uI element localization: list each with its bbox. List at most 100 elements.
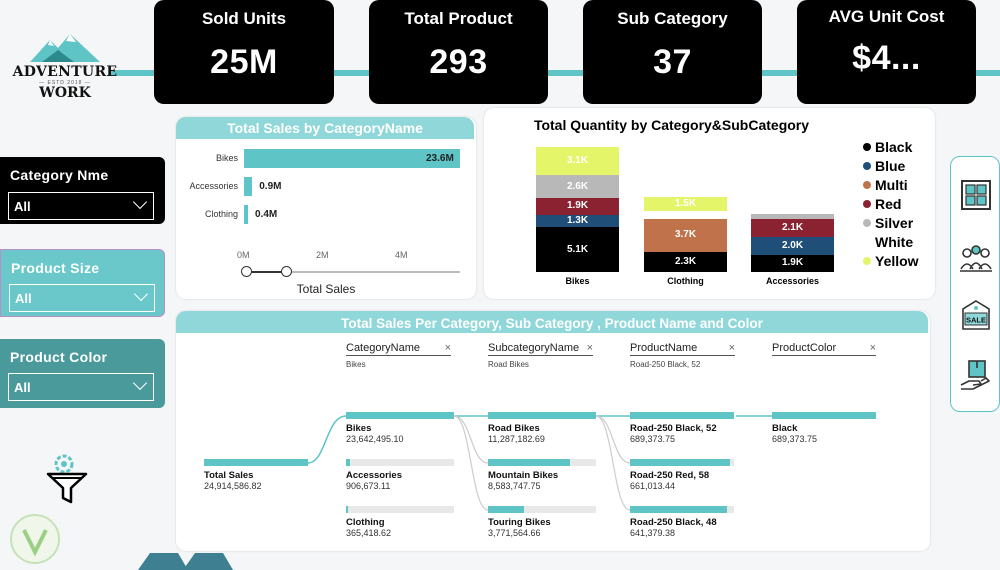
tree-node[interactable]: Accessories 906,673.11 [346,459,454,491]
mountain-logo-icon [30,34,100,62]
node-label: Black [772,423,798,434]
bar[interactable] [244,149,460,168]
category-dropdown[interactable]: All [8,192,154,220]
node-value: 689,373.75 [772,434,818,444]
legend-dot-icon [863,181,871,189]
tree-node[interactable]: Road-250 Red, 58 661,013.44 [630,459,734,491]
col-header-label: ProductName [630,342,698,354]
bar-segment-blue[interactable]: 1.3K [536,215,619,227]
close-icon[interactable]: × [869,342,876,354]
legend-item[interactable]: Yellow [863,253,933,272]
bar-segment-red[interactable]: 1.9K [536,198,619,216]
logo-text-2: — ESTD 2018 — [39,80,91,86]
bar-segment-black[interactable]: 5.1K [536,226,619,272]
sale-tag-icon[interactable]: SALE [959,299,993,333]
product-size-dropdown[interactable]: All [9,284,155,312]
range-slider-handle-min[interactable] [241,266,252,277]
bar-segment-blue[interactable]: 2.0K [751,237,834,256]
bar-segment-black[interactable]: 1.9K [751,255,834,272]
node-label: Bikes [346,423,372,434]
kpi-card-sold-units: Sold Units 25M [154,0,334,104]
legend-item[interactable]: White [863,234,933,253]
dropdown-value: All [14,199,31,214]
logo-text-3: WORK [39,85,91,101]
close-icon[interactable]: × [444,342,451,354]
tree-col-header-product[interactable]: ProductName × Road-250 Black, 52 [630,342,735,369]
navigation-icon-bar: SALE [950,156,1000,412]
slicer-product-size: Product Size All [0,249,165,317]
category-label: Accessories [189,181,238,191]
node-bar-fill [630,459,730,466]
legend-item[interactable]: Red [863,196,933,215]
legend-item[interactable]: Black [863,139,933,158]
tree-node[interactable]: Road Bikes 11,287,182.69 [488,412,596,444]
tree-col-header-category[interactable]: CategoryName × Bikes [346,342,451,369]
category-label: Accessories [765,276,820,286]
col-header-label: CategoryName [346,342,420,354]
legend-dot-icon [863,238,871,246]
bar-segment-white[interactable] [644,210,727,219]
bar-segment-yellow[interactable]: 3.1K [536,147,619,175]
node-label: Clothing [346,517,385,528]
bar-segment-silver[interactable] [751,214,834,219]
close-icon[interactable]: × [728,342,735,354]
bar[interactable] [244,205,248,224]
node-bar-fill [488,459,571,466]
tree-node[interactable]: Bikes 23,642,495.10 [346,412,454,444]
node-label: Road-250 Red, 58 [630,470,710,481]
tree-col-header-color[interactable]: ProductColor × [772,342,876,360]
tree-node[interactable]: Total Sales 24,914,586.82 [204,459,308,491]
tree-connectors [307,415,772,511]
bar[interactable] [244,177,253,196]
bar-segment-black[interactable]: 2.3K [644,251,727,272]
panel-title: Total Sales by CategoryName [176,117,474,139]
legend-item[interactable]: Silver [863,215,933,234]
kpi-card-avg-unit-cost: AVG Unit Cost $4... [797,0,976,104]
node-value: 3,771,564.66 [488,528,541,538]
node-bar [488,412,596,419]
node-bar [346,459,454,466]
dashboard-icon[interactable] [960,179,992,211]
range-slider-handle-max[interactable] [281,266,292,277]
tree-node[interactable]: Black 689,373.75 [772,412,876,444]
tree-node[interactable]: Mountain Bikes 8,583,747.75 [488,459,596,491]
tree-col-header-subcategory[interactable]: SubcategoryName × Road Bikes [488,342,593,369]
quantity-chart-panel: Total Quantity by Category&SubCategory 5… [484,108,935,299]
team-icon[interactable] [958,243,994,275]
range-slider-fill [246,271,286,273]
logo-text-1: ADVENTURE [12,64,118,80]
node-value: 661,013.44 [630,481,676,491]
data-label: 23.6M [426,153,454,164]
filter-funnel-icon[interactable] [44,452,90,506]
legend-dot-icon [863,200,871,208]
legend-item[interactable]: Multi [863,177,933,196]
bar-segment-multi[interactable]: 3.7K [644,218,727,252]
node-label: Touring Bikes [488,517,551,528]
kpi-title: AVG Unit Cost [828,7,945,26]
node-bar-fill [346,412,454,419]
delivery-box-icon[interactable] [959,359,993,393]
tree-node[interactable]: Clothing 365,418.62 [346,506,454,538]
x-axis-label: Total Sales [296,282,356,296]
legend-label: Black [875,139,913,155]
tree-node[interactable]: Touring Bikes 3,771,564.66 [488,506,596,538]
bar-segment-silver[interactable]: 2.6K [536,174,619,199]
dropdown-value: All [14,380,31,395]
product-color-dropdown[interactable]: All [8,373,154,401]
legend-item[interactable]: Blue [863,158,933,177]
slicer-title: Product Size [11,260,100,276]
logo: ADVENTURE — ESTD 2018 — WORK [10,28,120,108]
bar-segment-red[interactable]: 2.1K [751,218,834,238]
node-value: 24,914,586.82 [204,481,262,491]
tree-node[interactable]: Road-250 Black, 52 689,373.75 [630,412,734,444]
tree-node[interactable]: Road-250 Black, 48 641,379.38 [630,506,734,538]
col-selected: Road Bikes [488,360,529,369]
kpi-value: 37 [653,43,692,81]
kpi-value: 25M [210,43,278,81]
decomposition-tree-panel: Total Sales Per Category, Sub Category ,… [176,311,930,551]
kpi-value: $4... [852,39,921,77]
col-header-label: SubcategoryName [488,342,580,354]
category-label: Bikes [215,153,238,163]
close-icon[interactable]: × [586,342,593,354]
bar-segment-yellow[interactable]: 1.5K [644,197,727,211]
